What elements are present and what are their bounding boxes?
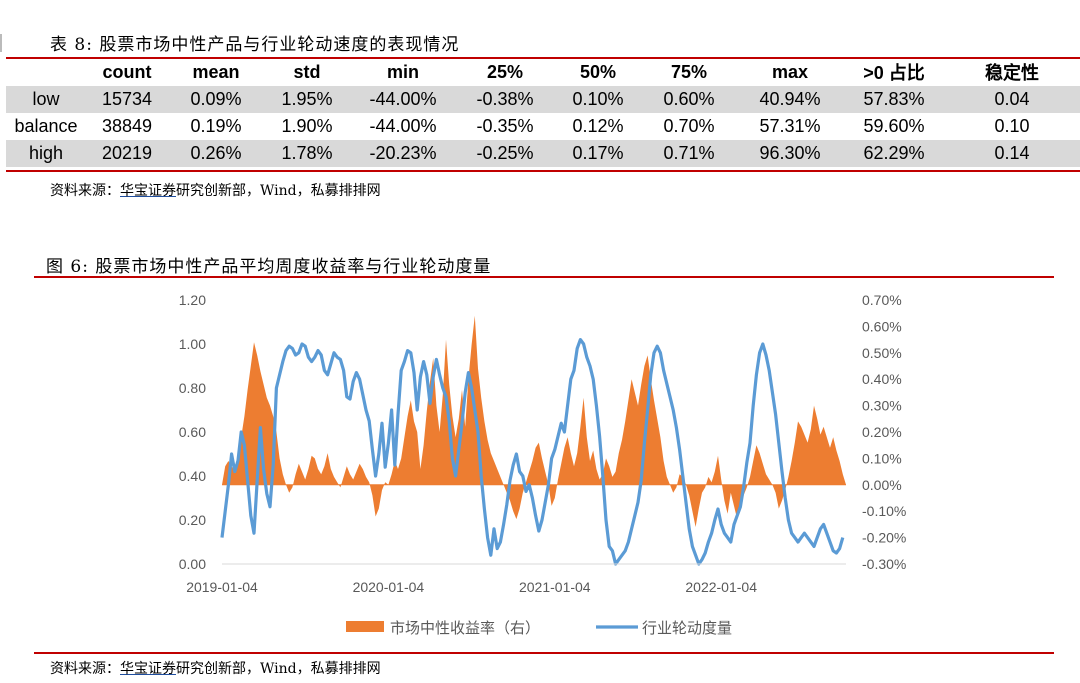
row-label: high [6,140,86,167]
figure-top-rule [34,276,1054,278]
table-header-cell: min [386,61,419,82]
table-top-rule [6,57,1080,59]
right-tick-label: -0.30% [862,556,906,572]
table-cell: 0.71% [642,140,736,167]
table-cell: 59.60% [863,116,925,136]
x-axis: 2019-01-04 2020-01-04 2021-01-04 2022-01-04 [186,579,757,595]
table-cell: 0.04 [944,86,1080,113]
right-tick-label: 0.50% [862,345,902,361]
table-bottom-rule [6,170,1080,172]
table-header-cell [6,58,86,86]
table-cell: 0.09% [168,86,264,113]
chart-legend: 市场中性收益率（右） 行业轮动度量 [346,620,732,637]
table-cell: 1.95% [264,86,350,113]
right-tick-label: 0.10% [862,450,902,466]
table-cell: 1.78% [264,140,350,167]
table-cell: -44.00% [350,86,456,113]
left-tick-label: 0.40 [179,468,206,484]
left-tick-label: 1.00 [179,336,206,352]
table-cell: 0.12% [572,116,624,136]
left-tick-label: 0.20 [179,512,206,528]
right-tick-label: 0.60% [862,318,902,334]
chart-svg: 0.00 0.20 0.40 0.60 0.80 1.00 1.20 -0.30% -0.20… [179,292,907,637]
table-cell: 40.94% [736,86,844,113]
legend-swatch-area [346,621,384,632]
source-prefix: 资料来源： [50,661,120,677]
table-cell: 0.14 [944,140,1080,167]
series-line-rotation-measure [220,338,845,566]
table-header-cell: 25% [486,61,524,82]
table-cell: 0.10 [994,116,1030,136]
left-margin-mark [0,34,2,52]
right-tick-label: 0.20% [862,424,902,440]
right-axis: -0.30% -0.20% -0.10% 0.00% 0.10% 0.20% 0.30% 0.… [862,292,906,572]
table-row: balance 38849 0.19% 1.90% -44.00% -0.35%… [6,113,1080,140]
table-cell: 0.19% [190,116,242,136]
table-caption: 表 8: 股票市场中性产品与行业轮动速度的表现情况 [50,35,460,55]
x-tick-label: 2021-01-04 [519,579,591,595]
stats-table: count mean std min 25% 50% 75% max >0 占比… [6,58,1080,167]
table-cell: -0.35% [476,116,534,136]
table-header-cell: std [293,61,321,82]
table-row: low 15734 0.09% 1.95% -44.00% -0.38% 0.1… [6,86,1080,113]
table-cell: -0.25% [456,140,554,167]
table-cell: 38849 [101,116,153,136]
left-tick-label: 1.20 [179,292,206,308]
table-cell: 57.31% [759,116,821,136]
x-tick-label: 2019-01-04 [186,579,258,595]
source-link[interactable]: 华宝证券 [120,183,176,199]
table-header-row: count mean std min 25% 50% 75% max >0 占比… [6,58,1080,86]
source-suffix: 研究创新部，Wind，私募排排网 [176,183,381,199]
right-tick-label: 0.00% [862,477,902,493]
table-cell: -44.00% [369,116,437,136]
table-cell: 0.60% [642,86,736,113]
table-header-cell: >0 占比 [863,63,925,83]
table-cell: -20.23% [350,140,456,167]
right-tick-label: 0.30% [862,398,902,414]
figure-bottom-rule [34,652,1054,654]
figure-source-note: 资料来源：华宝证券研究创新部，Wind，私募排排网 [50,658,381,678]
table-header-cell: count [102,61,152,82]
table-cell: 96.30% [736,140,844,167]
table-row: high 20219 0.26% 1.78% -20.23% -0.25% 0.… [6,140,1080,167]
right-tick-label: -0.10% [862,503,906,519]
table-header-cell: mean [192,61,240,82]
right-tick-label: 0.70% [862,292,902,308]
row-label: balance [14,116,78,136]
source-suffix: 研究创新部，Wind，私募排排网 [176,661,381,677]
table-header-cell: 75% [670,61,708,82]
table-cell: 62.29% [844,140,944,167]
table-cell: 1.90% [281,116,333,136]
row-label: low [6,86,86,113]
table-header-cell: max [771,61,809,82]
right-tick-label: -0.20% [862,530,906,546]
left-tick-label: 0.00 [179,556,206,572]
table-cell: 57.83% [844,86,944,113]
x-tick-label: 2020-01-04 [353,579,425,595]
table-cell: 0.26% [168,140,264,167]
source-link[interactable]: 华宝证券 [120,661,176,677]
right-tick-label: 0.40% [862,371,902,387]
table-source-note: 资料来源：华宝证券研究创新部，Wind，私募排排网 [50,180,381,200]
table-cell: -0.38% [456,86,554,113]
table-header-cell: 稳定性 [985,63,1039,83]
legend-label-line: 行业轮动度量 [642,620,732,637]
source-prefix: 资料来源： [50,183,120,199]
table-cell: 15734 [86,86,168,113]
table-header-cell: 50% [579,61,617,82]
table-cell: 0.17% [554,140,642,167]
left-axis: 0.00 0.20 0.40 0.60 0.80 1.00 1.20 [179,292,206,572]
left-tick-label: 0.80 [179,380,206,396]
left-tick-label: 0.60 [179,424,206,440]
table-cell: 20219 [86,140,168,167]
x-tick-label: 2022-01-04 [685,579,757,595]
legend-label-area: 市场中性收益率（右） [390,620,540,637]
table-cell: 0.10% [554,86,642,113]
table-cell: 0.70% [663,116,715,136]
figure-caption: 图 6: 股票市场中性产品平均周度收益率与行业轮动度量 [46,257,492,277]
